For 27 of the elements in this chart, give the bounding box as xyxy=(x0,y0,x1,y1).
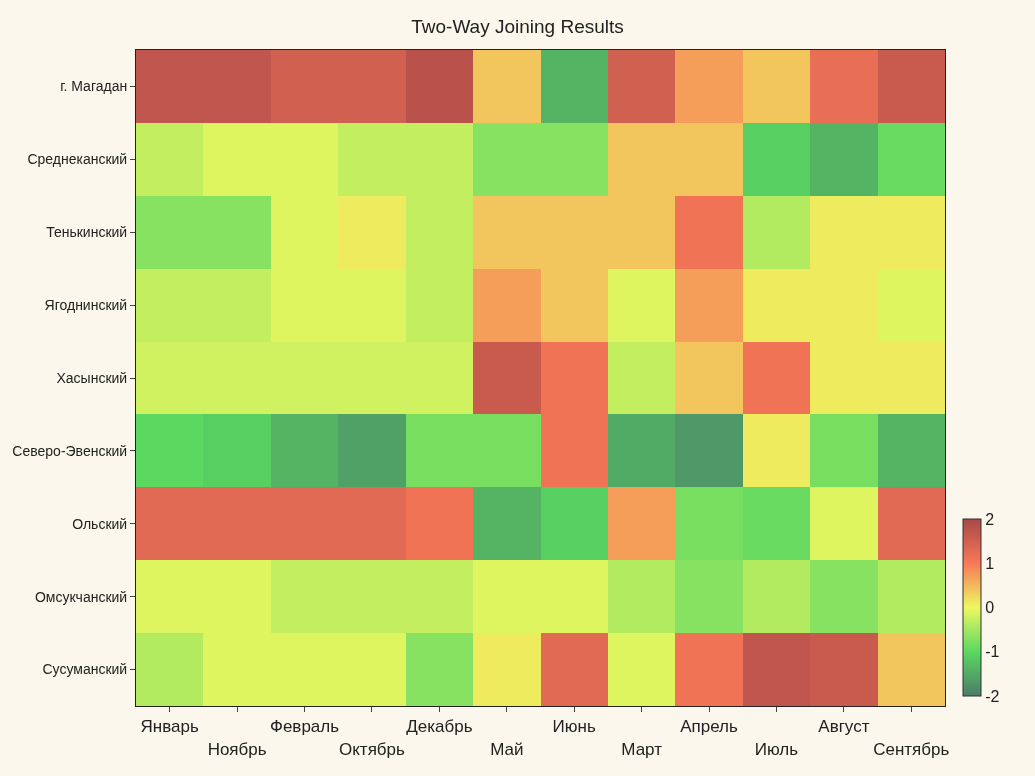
x-tick-label: Март xyxy=(621,739,663,759)
chart-title: Two-Way Joining Results xyxy=(411,15,624,37)
x-tick-label: Февраль xyxy=(269,717,340,737)
y-tick-label: г. Магадан xyxy=(60,78,128,95)
x-tick-label: Июль xyxy=(754,739,799,759)
color-bar-label: -2 xyxy=(985,687,1000,705)
color-bar-label: 1 xyxy=(985,554,995,572)
y-tick-label: Сусуманский xyxy=(42,661,128,678)
y-tick-label: Хасынский xyxy=(56,369,128,386)
x-tick-label: Январь xyxy=(140,717,199,737)
x-tick-label: Апрель xyxy=(680,717,739,737)
y-tick-label: Ягоднинский xyxy=(44,297,128,314)
x-tick-label: Август xyxy=(818,717,870,737)
x-tick-label: Декабрь xyxy=(406,717,473,737)
x-tick-label: Июнь xyxy=(552,717,596,737)
y-tick-label: Омсукчанский xyxy=(34,588,128,605)
x-tick-label: Сентябрь xyxy=(873,739,950,759)
color-bar-label: -1 xyxy=(985,643,1000,661)
y-tick-label: Среднеканский xyxy=(27,151,128,168)
x-tick-label: Май xyxy=(490,739,524,759)
y-tick-label: Ольский xyxy=(72,515,128,532)
x-tick-label: Ноябрь xyxy=(207,739,267,759)
y-tick-label: Тенькинский xyxy=(46,224,128,241)
color-bar-label: 2 xyxy=(985,510,995,528)
x-tick-label: Октябрь xyxy=(339,739,406,759)
y-tick-label: Северо-Эвенский xyxy=(12,442,128,459)
color-bar-label: 0 xyxy=(985,599,995,617)
